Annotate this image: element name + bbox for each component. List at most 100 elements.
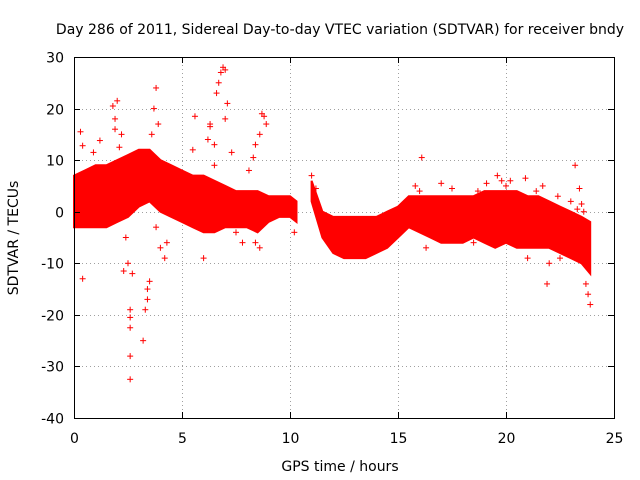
data-point [222, 66, 229, 73]
data-point [127, 324, 134, 331]
y-tick-label: -20 [41, 309, 64, 325]
y-tick-label: -40 [41, 412, 64, 428]
data-point [522, 175, 529, 182]
data-point [412, 182, 419, 189]
data-point [494, 172, 501, 179]
data-point [239, 239, 246, 246]
data-point [539, 182, 546, 189]
data-point [580, 208, 587, 215]
data-point [470, 239, 477, 246]
data-point [498, 177, 505, 184]
data-point [155, 121, 162, 128]
data-point [125, 260, 131, 267]
chart-title: Day 286 of 2011, Sidereal Day-to-day VTE… [56, 22, 624, 38]
data-point [127, 306, 134, 313]
data-point [189, 146, 196, 153]
data-point [114, 97, 121, 104]
data-point [222, 115, 229, 122]
data-point [416, 188, 423, 195]
data-point [153, 224, 160, 231]
data-point [146, 278, 153, 285]
data-point [263, 121, 270, 128]
data-point [77, 128, 84, 135]
data-point [200, 255, 207, 262]
data-point [224, 100, 231, 107]
data-point [204, 136, 211, 143]
data-point [120, 268, 127, 275]
x-tick-label: 10 [282, 431, 300, 447]
data-point [449, 185, 455, 192]
data-point [291, 229, 298, 236]
y-tick-label: -30 [41, 360, 64, 376]
y-tick-label: 10 [46, 154, 64, 170]
x-tick-label: 5 [178, 431, 187, 447]
data-point [546, 260, 553, 267]
data-point [312, 185, 319, 192]
data-point [503, 182, 509, 189]
data-point [96, 137, 103, 144]
data-point [261, 113, 268, 120]
data-point [507, 177, 514, 184]
data-point [163, 239, 170, 246]
data-band-afternoon [310, 180, 592, 277]
data-point [256, 244, 263, 251]
data-point [483, 180, 490, 187]
data-point [109, 102, 116, 109]
data-point [578, 200, 585, 207]
data-point [127, 376, 134, 383]
data-point [211, 162, 218, 169]
data-point [557, 255, 563, 262]
x-tick-label: 25 [606, 431, 624, 447]
y-tick-label: 0 [55, 206, 64, 222]
data-point [233, 229, 239, 236]
data-point [423, 244, 430, 251]
data-band-morning [73, 148, 298, 234]
data-point [153, 84, 160, 91]
data-point [79, 142, 86, 149]
data-point [79, 275, 86, 282]
data-point [215, 79, 222, 86]
data-point [144, 296, 151, 303]
plot-frame [74, 57, 615, 419]
data-point [250, 154, 257, 161]
y-tick-label: 30 [46, 51, 64, 67]
data-point [112, 126, 119, 133]
data-point [252, 141, 259, 148]
data-point [211, 141, 218, 148]
data-point [245, 167, 252, 174]
data-point [142, 306, 149, 313]
data-point [228, 149, 235, 156]
axis-ticks: 0 5 10 15 20 25 -40 -30 -20 -10 0 10 20 30 [41, 51, 623, 448]
x-tick-label: 20 [498, 431, 516, 447]
data-point [191, 113, 198, 120]
x-axis-label: GPS time / hours [281, 459, 398, 475]
data-point [150, 105, 157, 112]
data-series [73, 64, 594, 383]
data-point [90, 149, 97, 156]
data-point [554, 193, 561, 200]
data-point [418, 154, 425, 161]
data-point [524, 255, 531, 262]
data-point [582, 280, 589, 287]
data-point [127, 314, 134, 321]
x-tick-label: 0 [70, 431, 79, 447]
data-point [585, 291, 592, 298]
data-point [217, 69, 224, 76]
data-point [144, 286, 151, 293]
data-point [207, 121, 214, 128]
data-point [572, 162, 579, 169]
x-tick-label: 15 [390, 431, 408, 447]
data-point [140, 337, 147, 344]
data-point [576, 185, 583, 192]
data-point [256, 131, 263, 138]
y-axis-label: SDTVAR / TECUs [6, 181, 22, 296]
data-point [308, 172, 315, 179]
data-point [116, 144, 123, 151]
y-tick-label: -10 [41, 257, 64, 273]
data-point [148, 131, 155, 138]
data-point [567, 198, 574, 205]
data-point [438, 180, 445, 187]
data-point [127, 353, 134, 360]
data-point [474, 188, 481, 195]
